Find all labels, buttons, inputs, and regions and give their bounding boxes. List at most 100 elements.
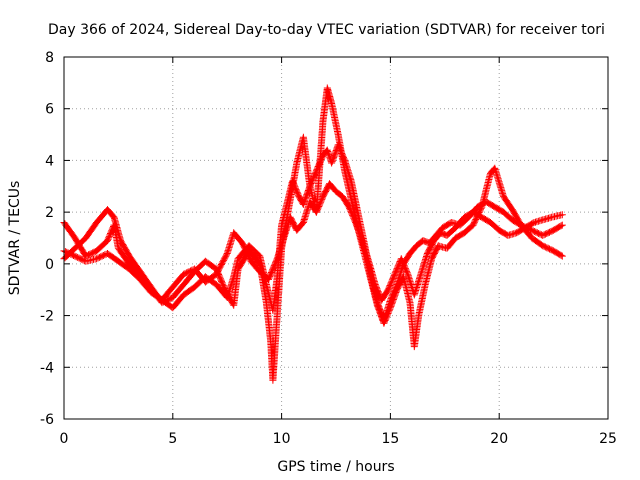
data-point (85, 260, 87, 262)
axis-ticks: 0 5 10 15 20 25 -6 -4 -2 0 2 4 6 8 (40, 50, 617, 447)
data-point (387, 289, 389, 291)
data-point (348, 206, 350, 208)
data-point (502, 196, 505, 198)
data-point (106, 239, 109, 242)
data-point (409, 252, 411, 255)
data-point (531, 229, 533, 231)
data-point (128, 255, 130, 257)
plot-frame (63, 56, 609, 420)
data-point (476, 206, 479, 208)
data-point (455, 237, 457, 239)
data-point (433, 239, 435, 242)
data-point (204, 281, 207, 283)
data-point (561, 224, 563, 226)
data-point (561, 214, 563, 216)
data-point (183, 294, 185, 296)
data-point (331, 162, 333, 164)
data-point (233, 304, 235, 306)
data-point (281, 224, 283, 226)
data-markers (60, 141, 566, 325)
data-point (139, 278, 141, 280)
data-point (407, 273, 409, 275)
data-point (224, 289, 226, 291)
data-point (420, 273, 422, 275)
data-point (250, 260, 252, 262)
data-point (204, 260, 207, 262)
data-point (542, 219, 544, 221)
y-tick-label: 4 (45, 153, 54, 169)
x-tick-label: 5 (168, 431, 177, 447)
data-point (322, 196, 324, 198)
data-point (344, 170, 346, 172)
data-point (74, 255, 76, 257)
data-point (550, 216, 553, 218)
data-point (511, 219, 513, 221)
data-point (520, 224, 522, 226)
data-point (248, 245, 250, 247)
data-point (298, 196, 300, 198)
data-point (494, 206, 496, 208)
data-point (309, 185, 311, 187)
x-tick-label: 0 (60, 431, 69, 447)
data-point (117, 260, 119, 262)
data-point (400, 258, 402, 260)
data-point (361, 239, 363, 242)
data-point (326, 149, 328, 151)
data-point (85, 255, 87, 257)
data-point (106, 252, 109, 255)
data-point (350, 198, 352, 200)
y-axis-label: SDTVAR / TECUs (7, 181, 23, 296)
data-point (193, 268, 196, 270)
data-point (259, 263, 261, 265)
data-point (455, 227, 457, 229)
data-point (233, 232, 235, 234)
data-point (172, 296, 174, 299)
data-point (309, 201, 311, 203)
data-point (302, 136, 304, 138)
data-point (289, 198, 291, 200)
data-point (276, 258, 278, 260)
data-point (561, 255, 563, 257)
data-point (96, 258, 98, 260)
data-point (402, 276, 405, 278)
data-point (172, 307, 174, 309)
data-point (354, 221, 357, 224)
data-point (511, 208, 513, 211)
data-point (502, 211, 505, 213)
data-point (322, 121, 324, 123)
data-point (331, 102, 333, 105)
chart-title: Day 366 of 2024, Sidereal Day-to-day VTE… (48, 22, 605, 38)
data-point (489, 221, 492, 224)
data-point (296, 162, 298, 164)
data-point (553, 250, 555, 252)
data-point (450, 221, 452, 224)
data-point (481, 206, 483, 208)
data-point (283, 237, 285, 239)
data-point (472, 224, 474, 226)
data-point (553, 229, 555, 231)
data-point (96, 221, 98, 224)
data-point (413, 346, 415, 348)
data-point (128, 263, 130, 265)
data-point (183, 273, 185, 275)
data-point (302, 221, 304, 224)
data-point (315, 211, 318, 213)
data-point (272, 379, 274, 381)
data-point (463, 232, 465, 234)
data-point (350, 180, 352, 182)
data-point (426, 252, 428, 255)
data-point (542, 234, 544, 237)
data-point (193, 286, 196, 288)
y-tick-label: -6 (40, 412, 54, 428)
data-point (119, 239, 122, 242)
x-tick-label: 15 (381, 431, 399, 447)
data-point (383, 322, 385, 324)
data-point (446, 234, 448, 237)
data-point (241, 242, 244, 244)
series-track-2 (60, 84, 566, 384)
data-point (267, 278, 270, 280)
data-point (172, 286, 174, 288)
data-point (446, 247, 448, 249)
data-point (442, 227, 444, 229)
data-point (85, 237, 87, 239)
